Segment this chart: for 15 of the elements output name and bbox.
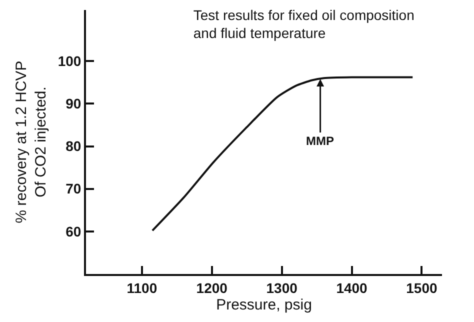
x-tick-label: 1500	[406, 280, 438, 296]
x-axis-title: Pressure, psig	[216, 296, 312, 314]
y-tick-label: 90	[66, 96, 82, 112]
line-series	[151, 76, 414, 232]
x-tick-label: 1100	[126, 280, 158, 296]
x-tick-label: 1400	[336, 280, 368, 296]
x-tick-label: 1300	[266, 280, 298, 296]
annotation: MMP	[306, 134, 334, 148]
text: Test results for fixed oil composition and fluid temperature	[193, 7, 414, 42]
y-tick-label: 80	[66, 138, 82, 154]
y-axis-title: % recovery at 1.2 HCVP Of CO2 injected.	[13, 60, 50, 224]
y-tick-label: 70	[66, 180, 82, 197]
x-tick-label: 1200	[196, 280, 228, 296]
y-tick-label: 60	[66, 223, 82, 240]
y-tick-label: 100	[58, 53, 82, 69]
